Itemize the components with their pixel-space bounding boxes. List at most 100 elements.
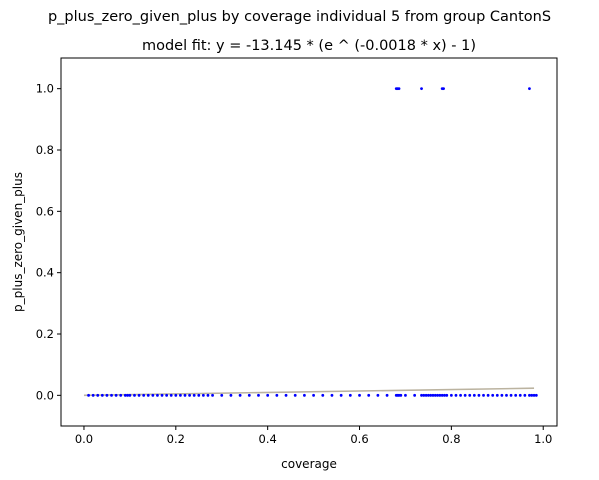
data-point (211, 393, 214, 397)
data-point (523, 393, 527, 397)
points-layer (87, 87, 538, 397)
data-point (119, 393, 123, 397)
data-point (188, 393, 191, 397)
plot-frame (60, 57, 558, 427)
data-point (404, 393, 407, 397)
data-point (427, 393, 430, 397)
data-point (463, 393, 467, 397)
data-point (183, 393, 187, 397)
data-point (91, 393, 95, 397)
data-point (284, 393, 288, 397)
data-point (96, 393, 100, 397)
data-point (528, 393, 531, 397)
data-point (413, 393, 417, 397)
data-point (312, 393, 315, 397)
x-axis-ticks: 0.0 0.2 0.4 0.6 0.8 1.0 (75, 426, 552, 446)
data-point (247, 393, 251, 397)
data-point (397, 87, 401, 91)
x-tick-label: 0.2 (167, 432, 185, 446)
data-point (160, 393, 164, 397)
data-point (105, 393, 109, 397)
data-point (266, 393, 270, 397)
data-point (358, 393, 361, 397)
data-point (330, 393, 334, 397)
data-point (197, 393, 201, 397)
data-point (442, 87, 445, 91)
x-tick-label: 1.0 (534, 432, 552, 446)
data-point (454, 393, 458, 397)
y-tick-label: 0.6 (36, 204, 54, 218)
data-point (514, 393, 518, 397)
data-point (433, 393, 437, 397)
data-point (436, 393, 439, 397)
y-axis-ticks: 0.0 0.2 0.4 0.6 0.8 1.0 (36, 82, 61, 402)
data-point (491, 393, 495, 397)
data-point (422, 393, 426, 397)
data-point (100, 393, 104, 397)
data-point (500, 393, 504, 397)
y-tick-label: 0.0 (36, 388, 54, 402)
data-point (367, 393, 371, 397)
data-point (220, 393, 224, 397)
y-tick-label: 0.8 (36, 143, 54, 157)
data-point (482, 393, 485, 397)
data-point (123, 393, 127, 397)
data-point (174, 393, 178, 397)
x-axis-label: coverage (281, 457, 337, 471)
data-point (156, 393, 159, 397)
model-fit-line (83, 387, 535, 397)
chart-title: p_plus_zero_given_plus by coverage indiv… (48, 9, 551, 25)
data-point (424, 393, 428, 397)
data-point (229, 393, 233, 397)
data-point (293, 393, 297, 397)
data-point (201, 393, 205, 397)
data-point (429, 393, 433, 397)
data-point (420, 87, 423, 91)
x-tick-label: 0.8 (442, 432, 460, 446)
y-axis-label: p_plus_zero_given_plus (11, 172, 25, 312)
data-point (385, 393, 389, 397)
data-point (128, 393, 132, 397)
data-point (420, 393, 423, 397)
fit-line-layer (83, 387, 535, 397)
data-point (468, 393, 472, 397)
data-point (321, 393, 325, 397)
data-point (238, 393, 242, 397)
data-point (133, 393, 136, 397)
data-point (348, 393, 352, 397)
x-tick-label: 0.4 (259, 432, 277, 446)
data-point (509, 393, 513, 397)
data-point (505, 393, 508, 397)
data-point (179, 393, 182, 397)
data-point (459, 393, 462, 397)
data-point (169, 393, 173, 397)
data-point (110, 393, 113, 397)
data-point (257, 393, 260, 397)
x-tick-label: 0.6 (350, 432, 368, 446)
y-tick-label: 0.4 (36, 266, 54, 280)
data-point (87, 393, 90, 397)
data-point (440, 393, 444, 397)
data-point (165, 393, 169, 397)
data-point (477, 393, 481, 397)
data-point (137, 393, 141, 397)
data-point (126, 393, 129, 397)
x-tick-label: 0.0 (75, 432, 93, 446)
data-point (114, 393, 118, 397)
y-tick-label: 0.2 (36, 327, 54, 341)
y-tick-label: 1.0 (36, 82, 54, 96)
data-point (518, 393, 522, 397)
data-point (534, 393, 538, 397)
data-point (528, 87, 531, 91)
data-point (495, 393, 499, 397)
data-point (192, 393, 196, 397)
data-point (339, 393, 343, 397)
data-point (376, 393, 380, 397)
data-point (399, 393, 403, 397)
data-point (532, 393, 536, 397)
data-point (449, 393, 453, 397)
data-point (206, 393, 210, 397)
data-point (438, 393, 442, 397)
data-point (303, 393, 306, 397)
